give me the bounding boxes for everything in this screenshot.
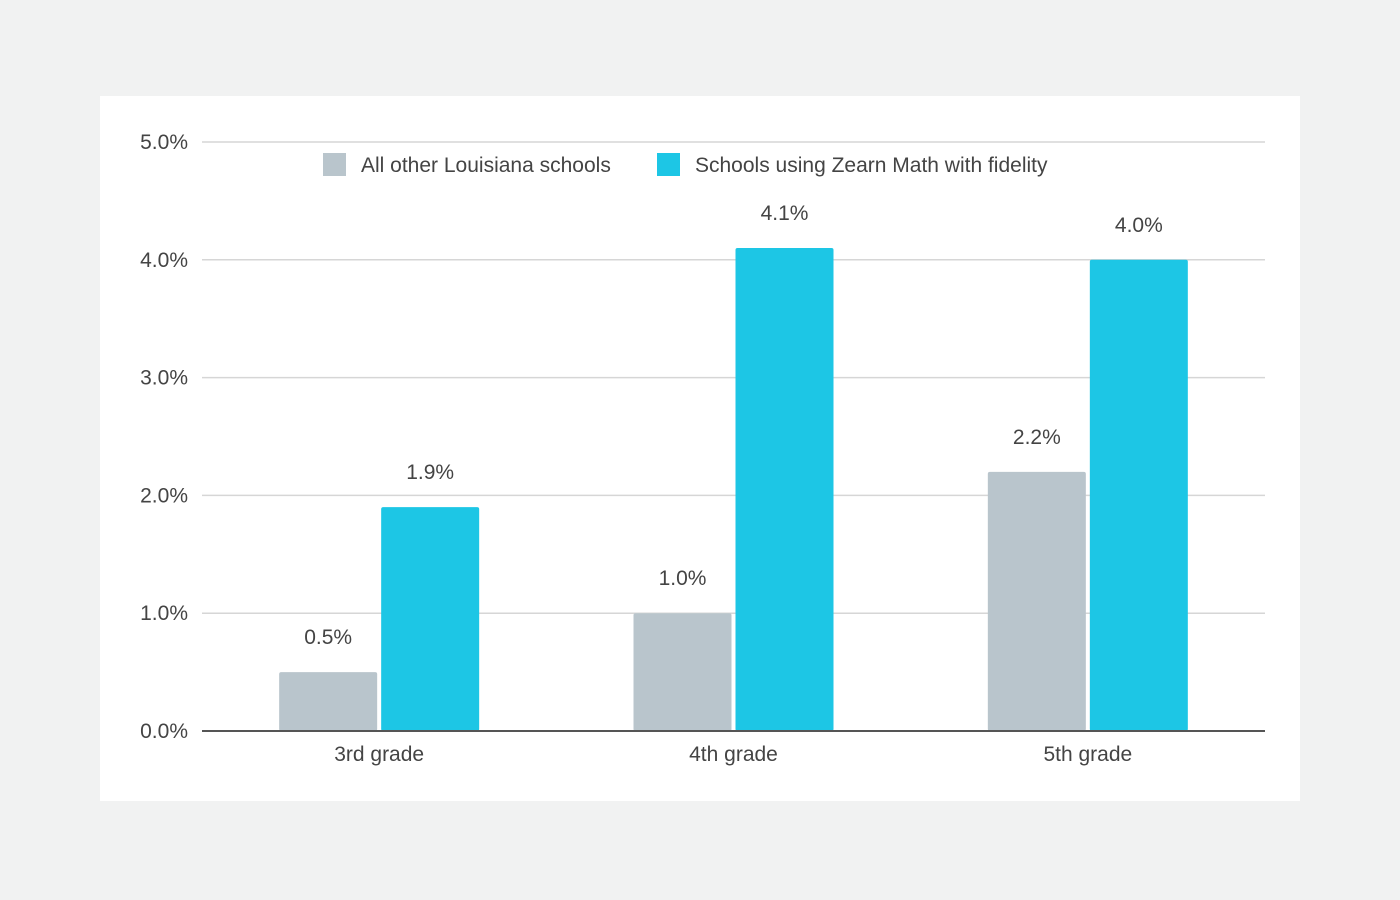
bar-zearn-schools-4 xyxy=(735,248,834,731)
legend-label: Schools using Zearn Math with fidelity xyxy=(695,154,1048,177)
data-labels: 0.5% 1.9% 1.0% 4.1% 2.2% 4.0% xyxy=(304,202,1163,649)
x-category-label: 5th grade xyxy=(1043,743,1132,766)
bar-other-schools-5 xyxy=(987,471,1086,731)
y-axis-tick-labels: 0.0% 1.0% 2.0% 3.0% 4.0% 5.0% xyxy=(140,131,188,743)
bar-zearn-schools-5 xyxy=(1089,259,1188,731)
data-label: 4.1% xyxy=(761,202,809,225)
legend-swatch xyxy=(657,153,680,176)
data-label: 1.9% xyxy=(406,461,454,484)
y-tick-label: 5.0% xyxy=(140,131,188,154)
legend-label: All other Louisiana schools xyxy=(361,154,611,177)
data-label: 2.2% xyxy=(1013,426,1061,449)
y-tick-label: 0.0% xyxy=(140,720,188,743)
legend-swatch xyxy=(323,153,346,176)
bar-zearn-schools-3 xyxy=(381,507,480,731)
gridlines xyxy=(202,141,1265,614)
y-tick-label: 1.0% xyxy=(140,602,188,625)
x-category-label: 4th grade xyxy=(689,743,778,766)
data-label: 0.5% xyxy=(304,626,352,649)
data-label: 1.0% xyxy=(659,567,707,590)
x-axis-category-labels: 3rd grade 4th grade 5th grade xyxy=(334,743,1132,766)
bar-other-schools-3 xyxy=(279,672,378,731)
y-tick-label: 2.0% xyxy=(140,484,188,507)
bar-other-schools-4 xyxy=(633,613,732,731)
y-tick-label: 3.0% xyxy=(140,367,188,390)
x-category-label: 3rd grade xyxy=(334,743,424,766)
legend: All other Louisiana schools Schools using… xyxy=(323,153,1048,177)
data-label: 4.0% xyxy=(1115,214,1163,237)
y-tick-label: 4.0% xyxy=(140,249,188,272)
bars xyxy=(279,248,1188,731)
